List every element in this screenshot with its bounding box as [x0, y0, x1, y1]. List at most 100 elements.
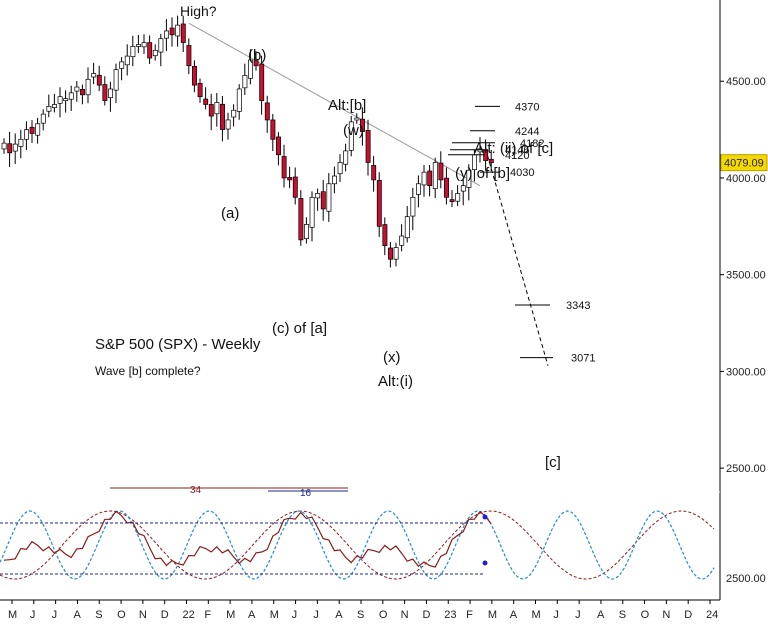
candle-body [449, 199, 455, 202]
time-tick-label: M [532, 609, 541, 621]
price-tick-label: 3500.00 [726, 270, 766, 282]
chart-title: S&P 500 (SPX) - Weekly [95, 336, 261, 353]
trendline-layer [188, 22, 549, 366]
candle-body [332, 175, 337, 185]
candle-body [74, 86, 80, 92]
candle-body [158, 38, 164, 53]
candle-body [29, 126, 35, 134]
price-level-label: 4030 [510, 167, 534, 179]
time-tick-label: A [73, 609, 81, 621]
candle-body [1, 142, 7, 150]
time-tick-label: A [597, 609, 605, 621]
last-price-box [720, 154, 768, 172]
candle-body [18, 138, 24, 147]
candle-body [197, 83, 203, 98]
candle-body [130, 46, 136, 58]
time-tick-label: 23 [444, 609, 456, 621]
candle-body [220, 103, 225, 130]
chart-subtitle: Wave [b] complete? [95, 364, 201, 378]
wave-labels: High? (b) (a) (c) of [a] Alt:[b] (w) (x) Alt:(i… [180, 3, 561, 471]
time-axis: M J J A S O N D 22 F M A M J J A S O N D 23 F M A M J J A S O N D 24 [0, 599, 720, 621]
price-level-label: 3071 [571, 353, 595, 365]
candle-body [225, 119, 231, 130]
wave-label: (a) [221, 205, 239, 222]
candle-body [264, 102, 270, 121]
time-tick-label: N [139, 609, 147, 621]
wave-label: (x) [383, 349, 401, 366]
candle-body [91, 73, 97, 78]
time-tick-label: O [641, 609, 650, 621]
wave-label: Alt:[b] [328, 97, 366, 114]
time-tick-label: J [553, 609, 559, 621]
wave-label: [c] [545, 454, 561, 471]
candle-body [24, 129, 29, 140]
projection-path [485, 148, 549, 366]
time-tick-label: A [248, 609, 256, 621]
candle-body [343, 150, 349, 165]
candle-body [455, 193, 461, 202]
candle-body [477, 148, 483, 153]
candle-body [7, 143, 13, 154]
candle-body [192, 66, 197, 86]
candle-body [376, 180, 382, 227]
candle-body [259, 63, 265, 101]
time-tick-label: D [161, 609, 169, 621]
candle-body [175, 24, 181, 37]
candle-body [432, 162, 438, 189]
cycle-34-wave [0, 510, 715, 580]
time-tick-label: N [401, 609, 409, 621]
candle-body [399, 235, 405, 246]
time-tick-label: F [204, 609, 211, 621]
cycle-end-dot [482, 560, 488, 566]
time-tick-label: N [662, 609, 670, 621]
candle-body [287, 177, 293, 181]
candle-body [80, 89, 85, 96]
candle-body [276, 136, 281, 156]
candle-body [40, 113, 46, 124]
time-tick-label: A [335, 609, 343, 621]
price-level-label: 4120 [505, 150, 529, 162]
candle-body [253, 60, 259, 67]
candle-body [147, 42, 153, 59]
time-tick-label: D [684, 609, 692, 621]
last-price-label: 4079.09 [724, 158, 764, 170]
candle-body [371, 165, 377, 181]
candle-body [248, 59, 253, 79]
candle-body [96, 74, 102, 86]
candle-body [12, 143, 18, 152]
composite-oscillator [3, 510, 492, 568]
candle-body [102, 84, 108, 101]
candle-body [124, 55, 130, 66]
candle-body [382, 224, 388, 247]
wave-label: (c) of [a] [272, 320, 327, 337]
price-level-label: 4244 [515, 126, 539, 138]
candle-body [315, 193, 321, 199]
candle-body [119, 61, 125, 69]
wave-label: Alt: (ii) of [c] [474, 140, 553, 157]
candle-body [438, 162, 444, 181]
candle-body [214, 102, 220, 115]
candle-body [203, 98, 209, 105]
cycle-panel: 2500.00 34 16 [0, 485, 766, 585]
price-level-label: 4182 [520, 138, 544, 150]
candle-body [466, 169, 472, 188]
wave-label: Alt:(i) [378, 373, 413, 390]
candle-body [136, 44, 141, 47]
candle-body [388, 247, 393, 260]
price-level-label: 4146 [505, 145, 529, 157]
cycle-16-label: 16 [300, 488, 312, 499]
candle-body [421, 171, 427, 186]
candle-body [444, 177, 449, 198]
candle-body [488, 159, 494, 164]
candle-body [186, 45, 192, 67]
candle-body [152, 49, 158, 57]
candle-body [460, 185, 466, 192]
price-axis: 4500.00 4000.00 3500.00 3000.00 2500.00 4079.… [719, 0, 768, 600]
price-level-label: 3343 [566, 300, 590, 312]
time-tick-label: 24 [706, 609, 718, 621]
cycle-axis-label: 2500.00 [726, 573, 766, 585]
candle-body [242, 75, 248, 89]
wave-label: (w) [343, 122, 364, 139]
time-tick-label: M [488, 609, 497, 621]
time-tick-label: M [8, 609, 17, 621]
